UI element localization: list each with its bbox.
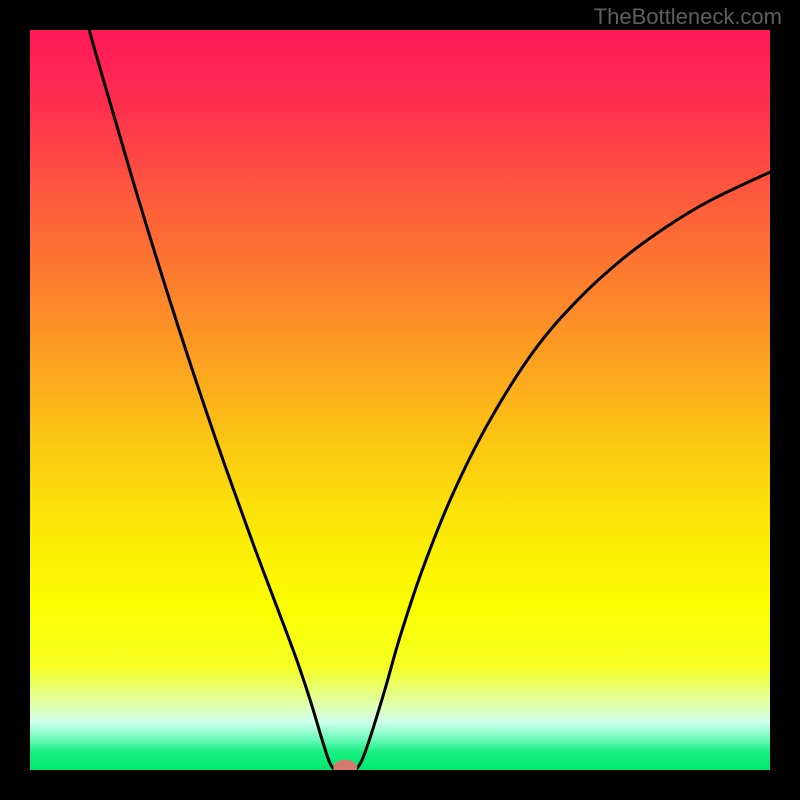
watermark-text: TheBottleneck.com [594, 4, 782, 30]
bottleneck-chart [0, 0, 800, 800]
plot-background [30, 30, 770, 770]
chart-container: TheBottleneck.com [0, 0, 800, 800]
